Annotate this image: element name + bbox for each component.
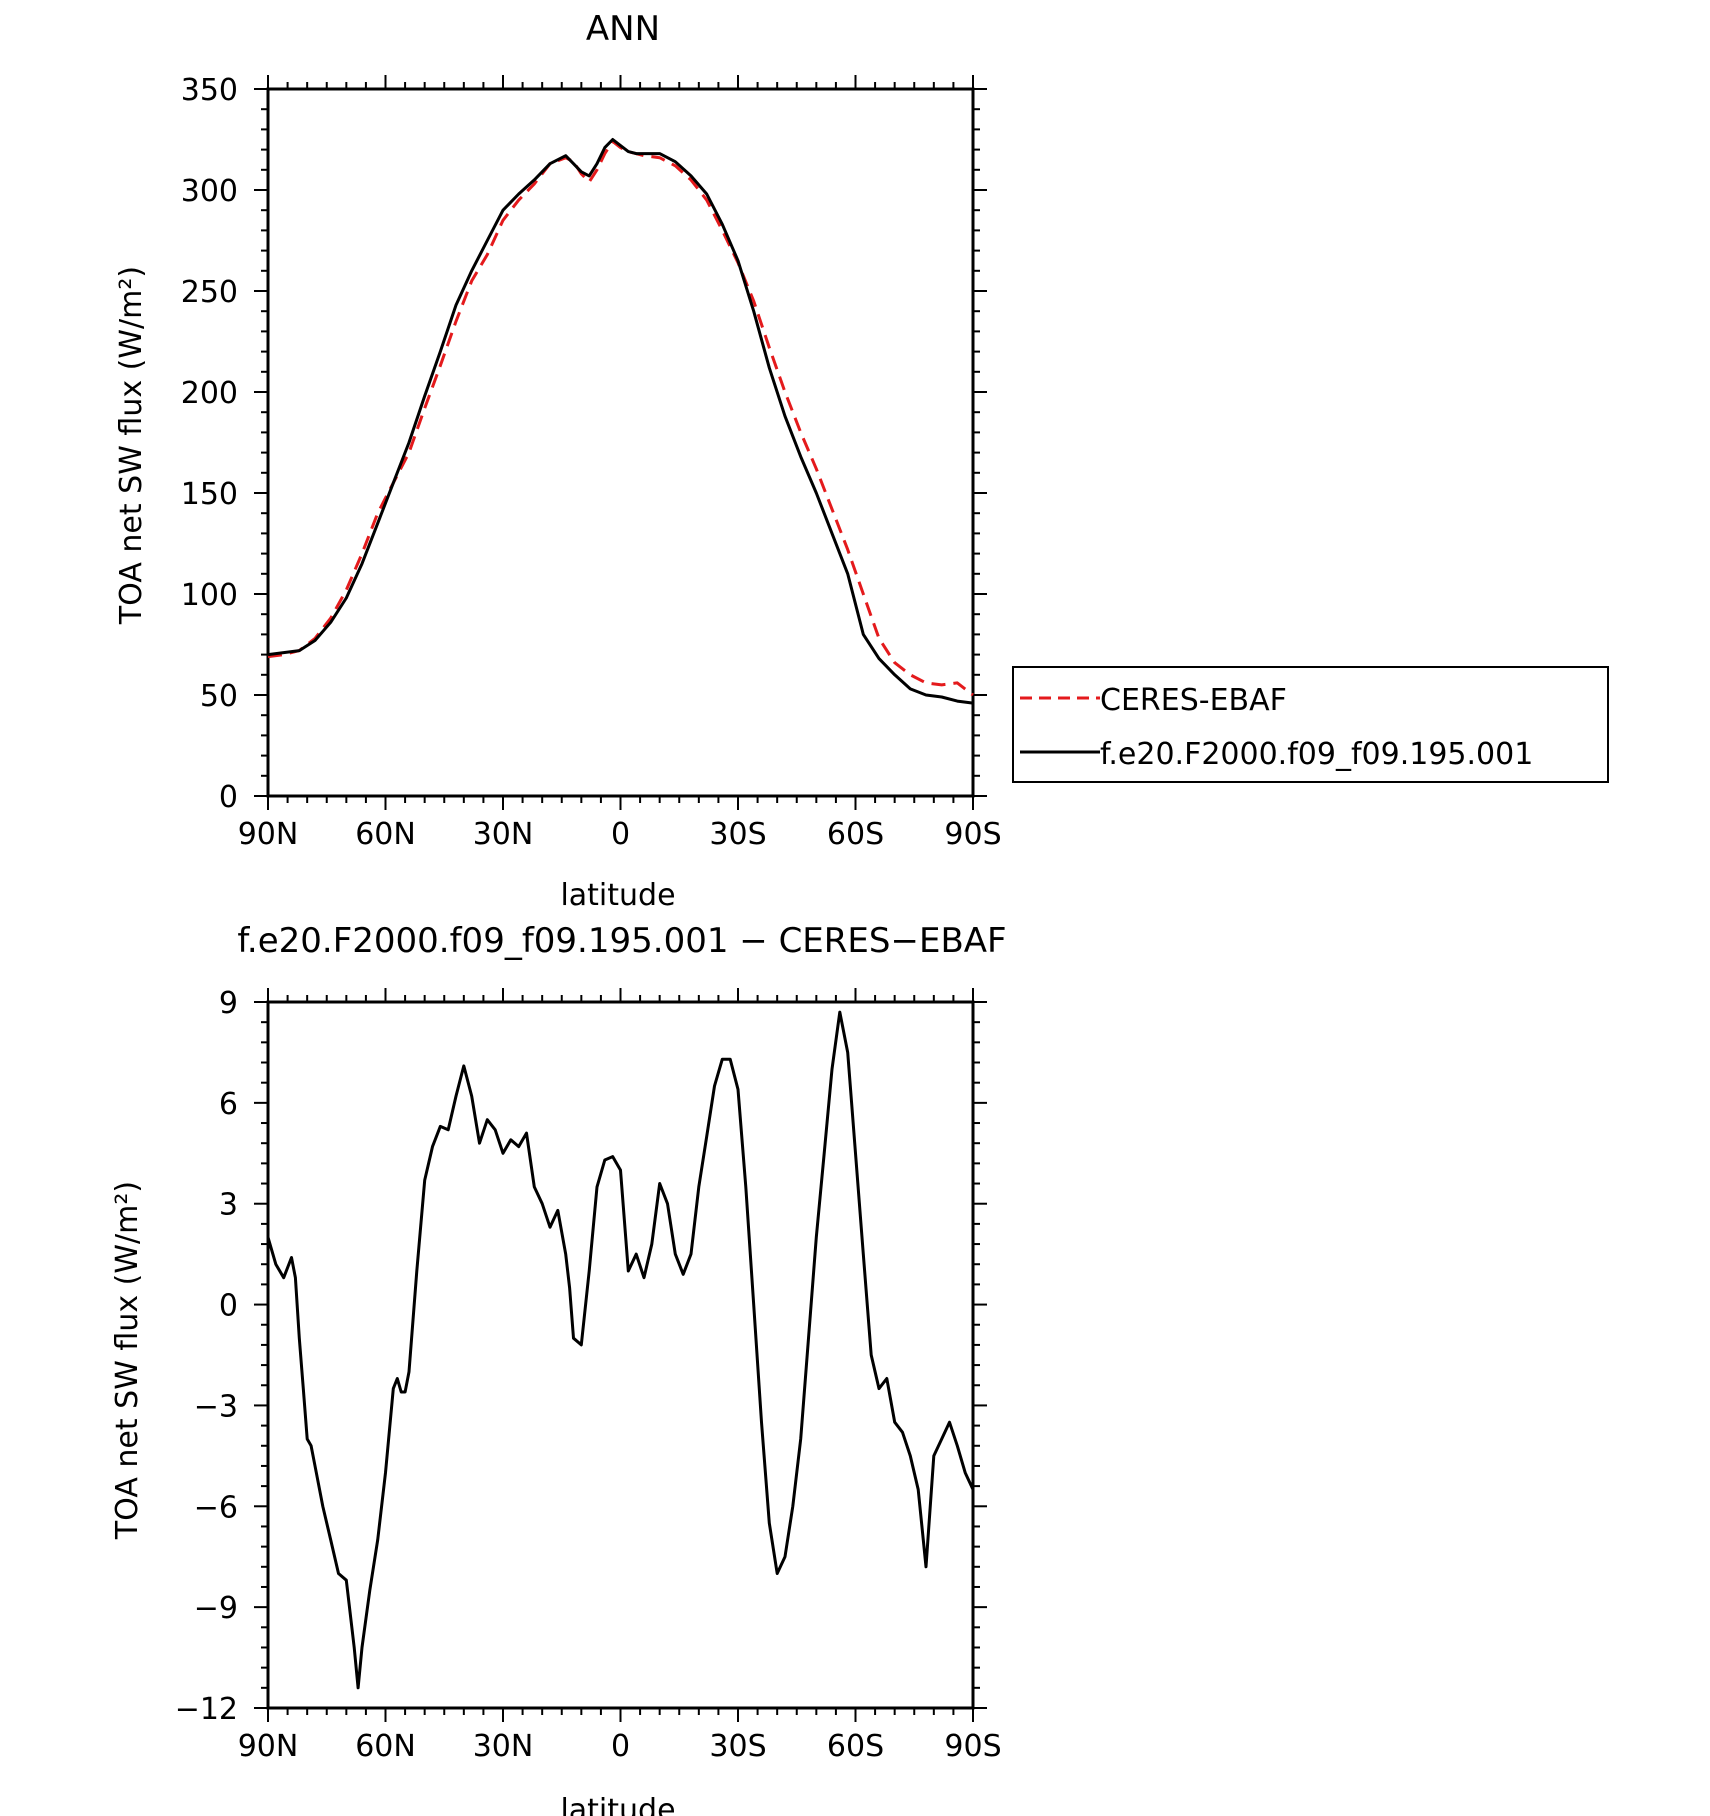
y-tick-label: −9 (194, 1591, 238, 1626)
plot-area: 90N 60N 30N 0 30S 60S 90S −12 −9 −6 −3 0 3 6 9 (175, 986, 1002, 1764)
y-tick-label: 250 (181, 275, 238, 310)
y-tick-label: 3 (219, 1188, 238, 1223)
y-axis-title: TOA net SW flux (W/m²) (114, 266, 149, 625)
y-tick-label: 300 (181, 174, 238, 209)
legend-box (1012, 666, 1609, 783)
plot-frame (266, 87, 975, 798)
x-tick-label: 90N (238, 1729, 299, 1764)
x-tick-label: 60N (355, 1729, 416, 1764)
panel-bottom: f.e20.F2000.f09_f09.195.001 − CERES−EBAF… (110, 921, 1007, 1816)
legend-label-ceres: CERES-EBAF (1100, 683, 1287, 718)
series-line-f-e20-f2000-f09-f09-195-001 (267, 138, 974, 705)
x-tick-label: 30N (473, 1729, 534, 1764)
x-axis-title: latitude (560, 1793, 675, 1816)
x-tick-label: 30S (709, 1729, 766, 1764)
legend-label-model: f.e20.F2000.f09_f09.195.001 (1100, 737, 1533, 772)
series-line-ceres-ebaf (267, 140, 974, 697)
x-tick-label: 60S (827, 1729, 884, 1764)
panel-title: f.e20.F2000.f09_f09.195.001 − CERES−EBAF (237, 921, 1006, 961)
plot-area: 90N 60N 30N 0 30S 60S 90S 0 50 100 150 200 250 300 350 (181, 73, 1002, 852)
y-tick-label: −6 (194, 1490, 238, 1525)
y-axis-title: TOA net SW flux (W/m²) (110, 1181, 145, 1540)
y-tick-label: 350 (181, 73, 238, 108)
x-tick-label: 90S (944, 817, 1001, 852)
x-tick-label: 30S (709, 817, 766, 852)
panel-top: ANN TOA net SW flux (W/m²) latitude 90N 6… (114, 9, 1002, 913)
x-tick-label: 0 (611, 817, 630, 852)
y-tick-label: 9 (219, 986, 238, 1021)
y-tick-label: 0 (219, 780, 238, 815)
plot-frame (266, 1000, 975, 1710)
y-tick-label: −3 (194, 1389, 238, 1424)
x-axis-title: latitude (560, 878, 675, 913)
x-tick-label: 30N (473, 817, 534, 852)
x-tick-label: 0 (611, 1729, 630, 1764)
y-tick-label: 150 (181, 477, 238, 512)
x-tick-label: 60N (355, 817, 416, 852)
panel-title: ANN (586, 9, 660, 49)
y-tick-label: 100 (181, 578, 238, 613)
x-tick-label: 60S (827, 817, 884, 852)
y-tick-label: 6 (219, 1087, 238, 1122)
x-tick-label: 90S (944, 1729, 1001, 1764)
y-tick-label: 200 (181, 376, 238, 411)
series-line-difference (266, 1010, 975, 1690)
legend: CERES-EBAF f.e20.F2000.f09_f09.195.001 (1012, 666, 1609, 783)
y-tick-label: −12 (175, 1692, 238, 1727)
y-tick-label: 0 (219, 1289, 238, 1324)
y-tick-label: 50 (200, 679, 238, 714)
x-tick-label: 90N (238, 817, 299, 852)
